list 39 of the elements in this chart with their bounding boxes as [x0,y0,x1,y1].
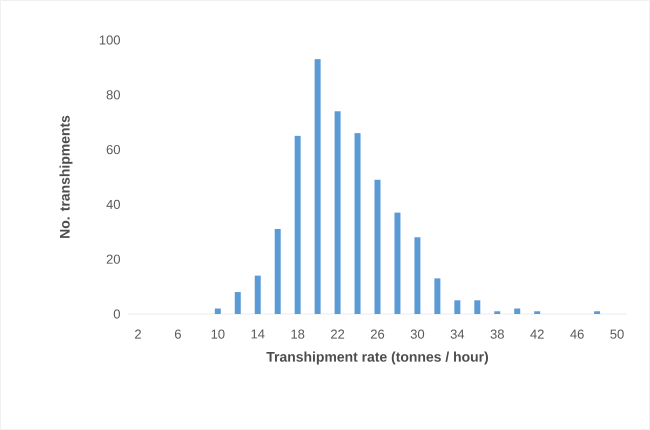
bar [434,278,440,314]
bar [394,212,400,314]
x-tick-label: 26 [370,330,384,339]
x-tick-label: 10 [212,330,225,339]
bar [534,311,540,314]
bar [514,308,520,314]
bar [594,311,600,314]
x-tick-label: 34 [450,330,464,339]
x-tick-label: 42 [530,330,544,339]
bar [494,311,500,314]
x-tick-label: 22 [331,330,344,339]
bar [274,229,281,314]
bar [454,300,460,314]
bar [414,237,420,314]
y-tick-label: 100 [100,35,120,45]
y-tick-label: 40 [106,200,120,209]
x-tick-label: 6 [174,330,181,339]
x-axis-title: Transhipment rate (tonnes / hour) [266,352,488,365]
x-tick-label: 46 [570,330,584,339]
bar [234,292,241,314]
x-tick-label: 18 [291,330,304,339]
bar [294,136,301,314]
y-axis-title: No. transhipments [59,116,72,238]
bar [354,133,361,314]
bar [254,276,261,314]
y-tick-label: 0 [114,309,120,319]
y-tick-label: 60 [106,145,120,154]
x-tick-label: 2 [135,330,141,339]
bar [374,180,381,314]
bar [314,59,321,314]
x-tick-label: 50 [610,330,624,339]
x-tick-label: 14 [252,330,265,338]
bar [334,111,341,314]
y-tick-label: 80 [106,90,120,100]
bar [214,308,221,314]
x-tick-label: 30 [410,330,424,339]
bar [474,300,480,314]
x-tick-label: 38 [490,330,504,339]
y-tick-label: 20 [106,254,120,264]
